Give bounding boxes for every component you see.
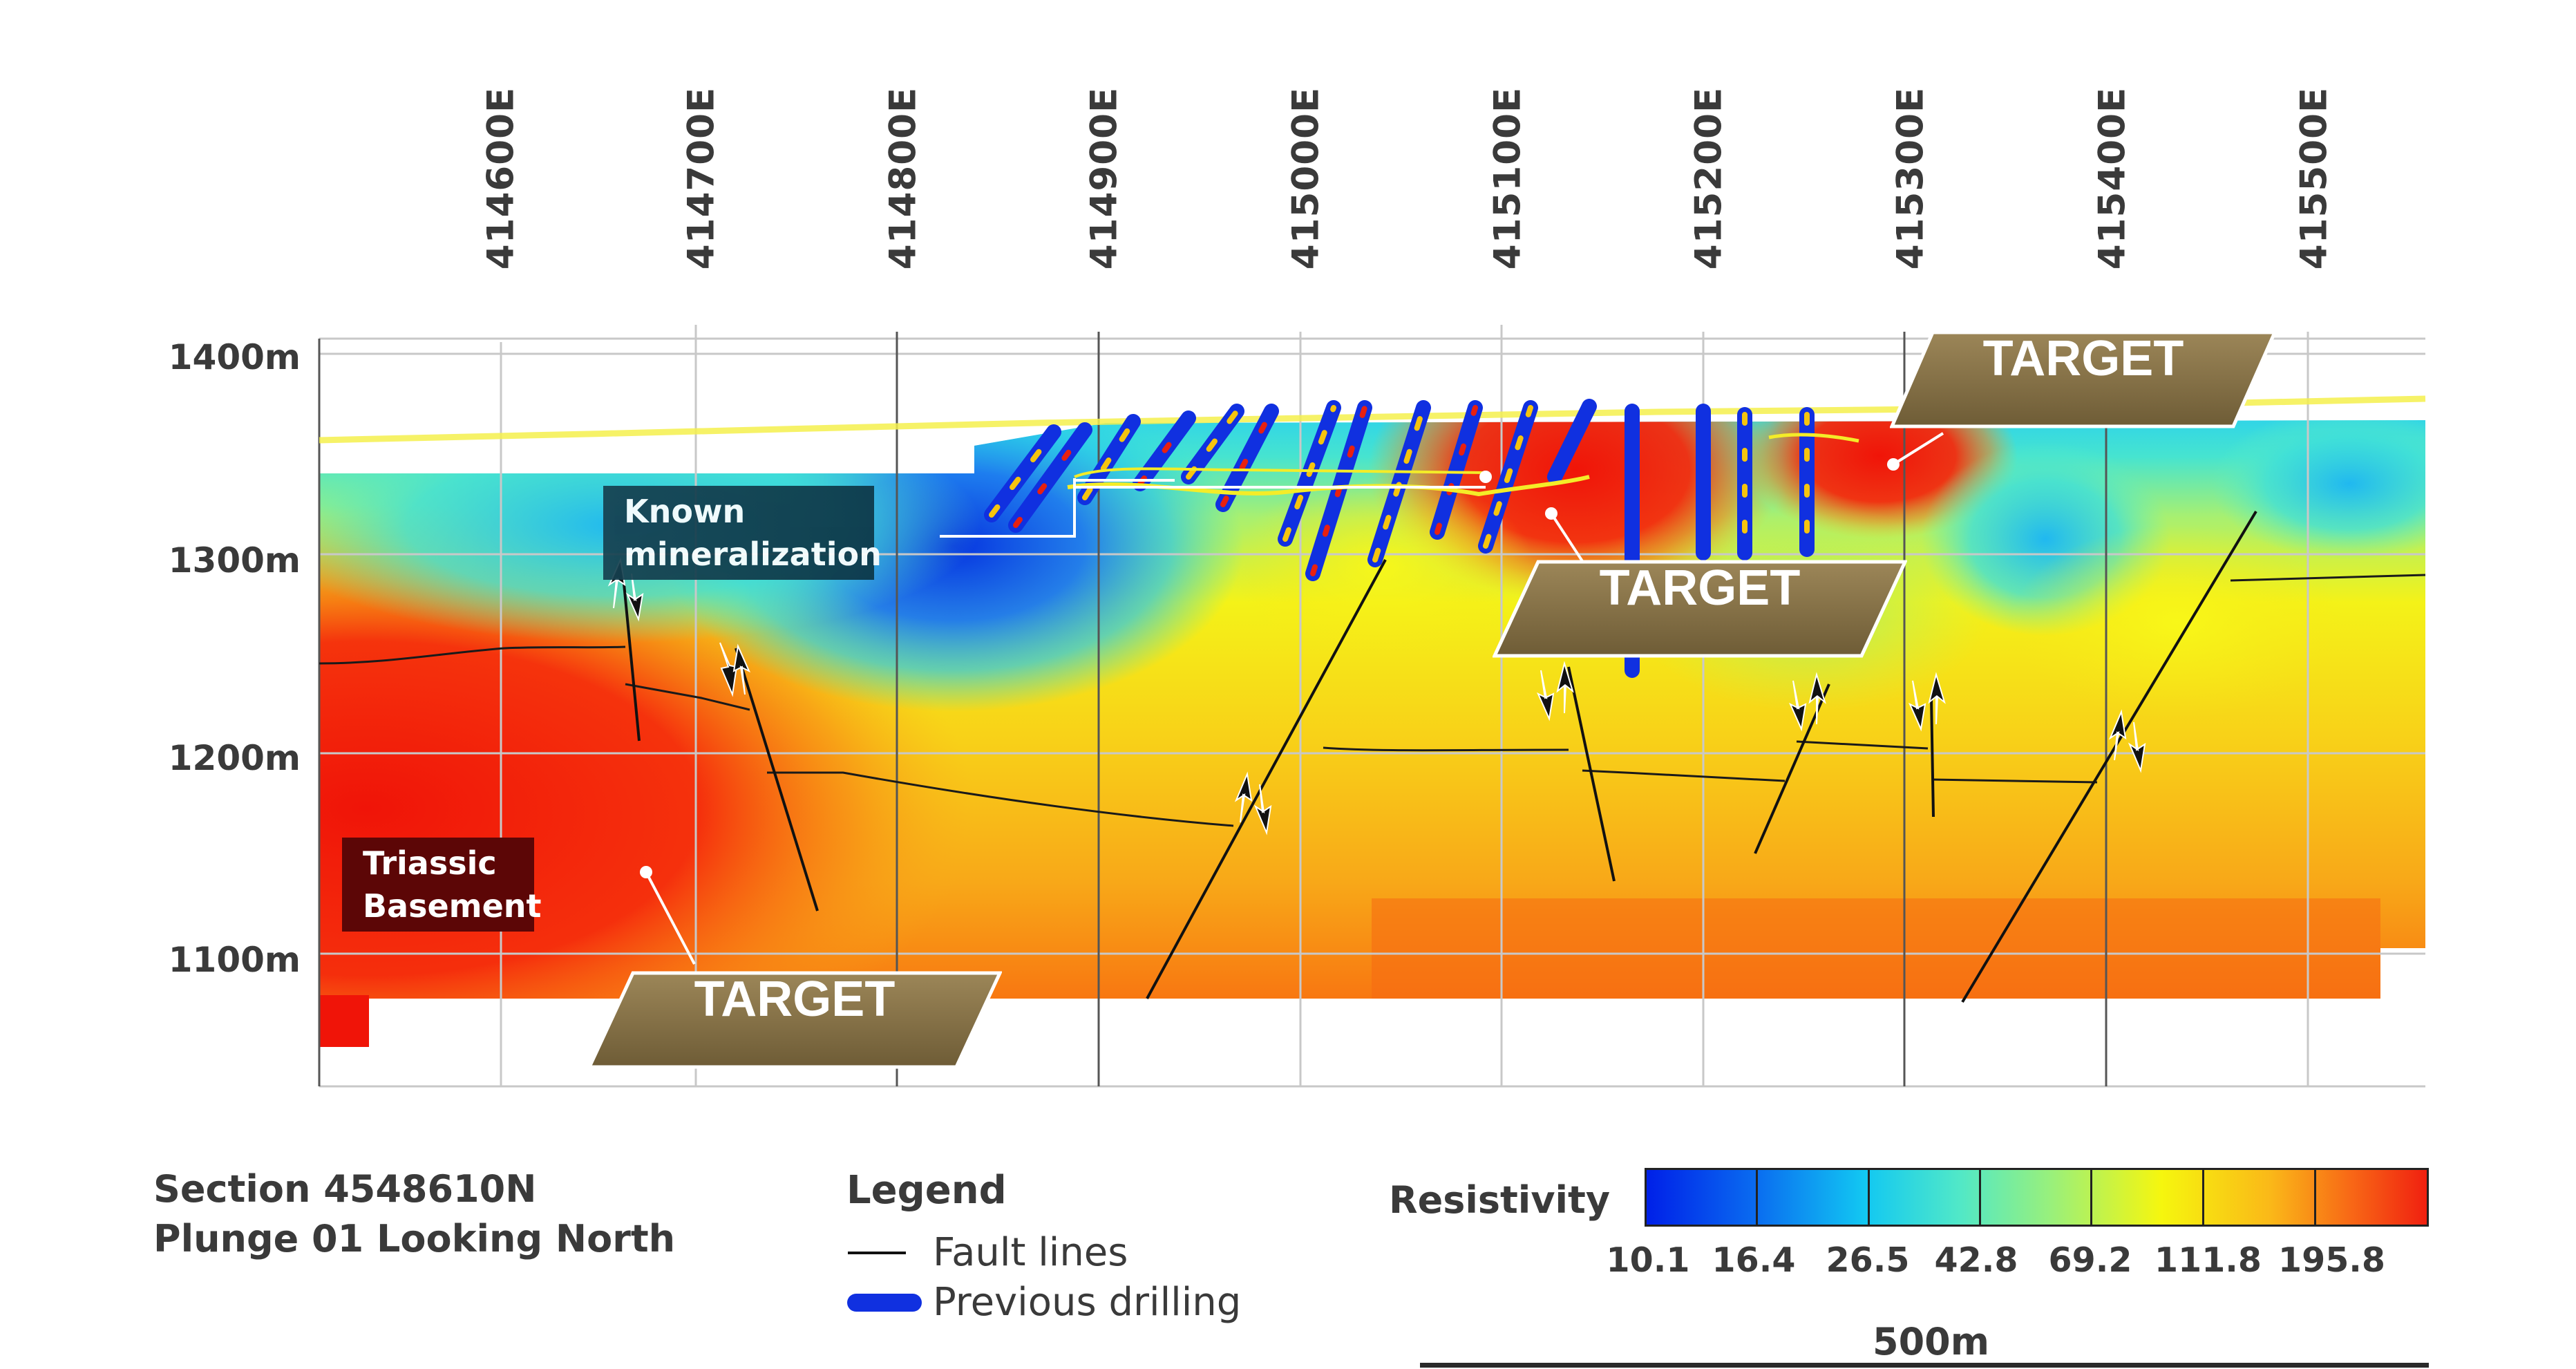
scale-bar-label: 500m: [1873, 1320, 1989, 1363]
resistivity-tick: 111.8: [2154, 1240, 2262, 1280]
legend-title: Legend: [846, 1168, 1007, 1213]
resistivity-colorbar: [1645, 1168, 2429, 1227]
legend-previous-drilling-label: Previous drilling: [933, 1280, 1242, 1325]
drillhole-icon: [847, 1294, 922, 1312]
section-line1: Section 4548610N: [153, 1167, 537, 1211]
elevation-label: 1300m: [168, 540, 301, 580]
section-line2: Plunge 01 Looking North: [153, 1217, 676, 1261]
resistivity-title: Resistivity: [1389, 1178, 1611, 1222]
triassic-basement-callout: Triassic Basement: [342, 838, 542, 932]
known-mineralization-line2: mineralization: [624, 536, 882, 573]
resistivity-tick: 69.2: [2048, 1240, 2132, 1280]
fault-line-icon: [848, 1252, 906, 1254]
triassic-basement-line1: Triassic: [363, 844, 497, 882]
target-tag-bottom-left: TARGET: [587, 971, 1002, 1069]
legend-fault-lines-label: Fault lines: [933, 1230, 1128, 1275]
known-mineralization-line1: Known: [624, 493, 746, 530]
resistivity-tick: 26.5: [1826, 1240, 1910, 1280]
elevation-label: 1400m: [168, 337, 301, 377]
elevation-label: 1100m: [168, 940, 301, 980]
known-mineralization-callout: Known mineralization: [603, 486, 882, 580]
target-label: TARGET: [1982, 331, 2184, 386]
resistivity-tick: 16.4: [1712, 1240, 1796, 1280]
target-label: TARGET: [694, 972, 896, 1027]
resistivity-tick: 10.1: [1606, 1240, 1690, 1280]
scale-bar: [1420, 1363, 2429, 1368]
drillholes: [984, 399, 1815, 678]
resistivity-tick: 42.8: [1934, 1240, 2018, 1280]
resistivity-tick: 195.8: [2278, 1240, 2385, 1280]
section-title: Section 4548610N Plunge 01 Looking North: [153, 1164, 675, 1264]
target-tag-top-right: TARGET: [1890, 330, 2277, 428]
elevation-label: 1200m: [168, 738, 301, 778]
target-tag-middle: TARGET: [1493, 560, 1907, 658]
triassic-basement-line2: Basement: [363, 887, 542, 925]
target-label: TARGET: [1599, 560, 1801, 616]
